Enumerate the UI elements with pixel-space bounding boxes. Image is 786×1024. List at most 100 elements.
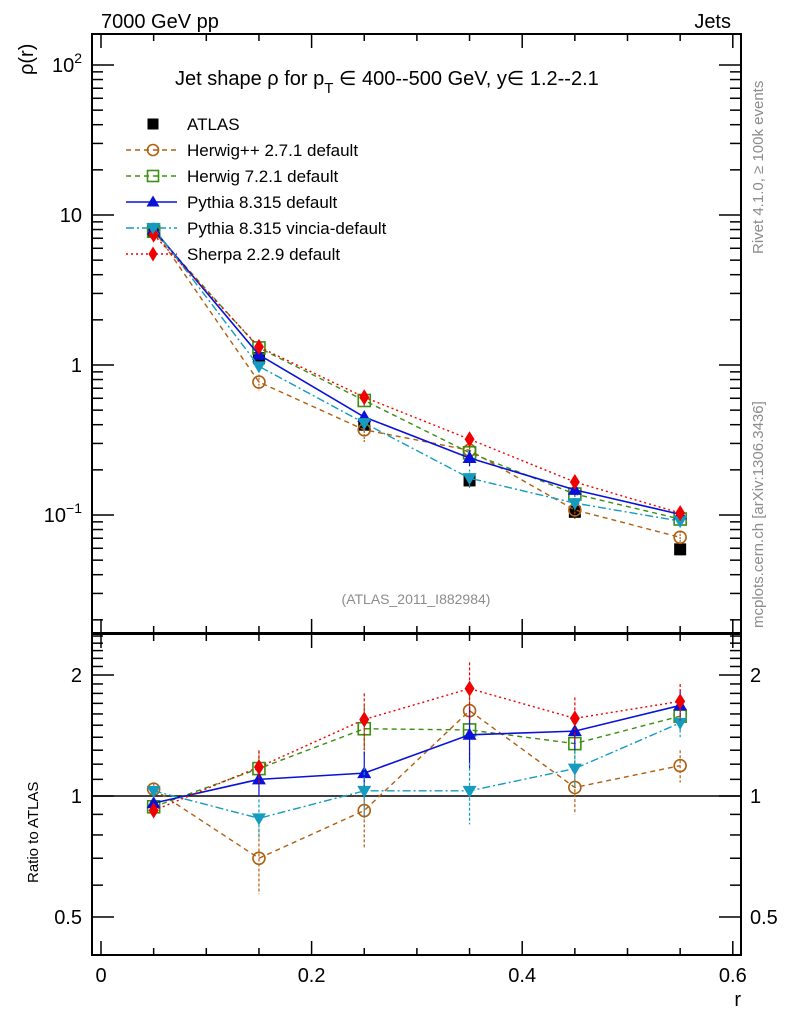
legend-label: ATLAS <box>187 115 240 134</box>
marker-triangle-down <box>146 223 160 235</box>
marker-triangle-down <box>567 498 582 511</box>
legend-item: Sherpa 2.2.9 default <box>126 245 340 264</box>
ratio-plot-series <box>146 662 688 895</box>
marker-square <box>674 543 687 556</box>
marker-triangle-down <box>251 813 266 826</box>
marker-diamond <box>253 338 264 355</box>
ratio-series-line <box>153 715 681 808</box>
x-tick-label: 0.4 <box>508 965 536 987</box>
marker-diamond <box>148 246 158 262</box>
series-line <box>153 230 681 520</box>
series-line <box>153 229 681 516</box>
marker-diamond <box>359 711 370 728</box>
series-pythia-8-315-default <box>146 222 688 520</box>
series-herwig-7-2-1-default <box>146 224 687 526</box>
chart-title-subscript: T <box>324 80 333 97</box>
y-tick-label-exponent: −1 <box>66 500 82 516</box>
y-tick-label-base: 10 <box>52 55 74 77</box>
y-tick-label-base: 10 <box>44 505 66 527</box>
marker-triangle-down <box>251 361 266 374</box>
series-herwig-2-7-1-default <box>146 222 687 545</box>
ratio-series-line <box>153 704 681 804</box>
x-tick-label: 0.2 <box>298 965 326 987</box>
series-line <box>153 227 681 522</box>
marker-open-circle <box>252 375 266 389</box>
series-pythia-8-315-vincia-default <box>146 222 688 529</box>
legend-label: Herwig 7.2.1 default <box>187 167 338 186</box>
y-tick-label-exponent: 2 <box>74 50 82 66</box>
series-line <box>153 229 681 538</box>
legend-item: Herwig 7.2.1 default <box>126 167 338 186</box>
y-tick-label: 10 <box>60 205 82 227</box>
legend-label: Sherpa 2.2.9 default <box>187 245 340 264</box>
legend-item: Pythia 8.315 default <box>126 193 338 212</box>
series-line <box>153 234 681 514</box>
ratio-plot-axes: 0.5 0.5 1 1 2 2 0 0.2 0.4 0.6 <box>54 633 778 987</box>
legend-label: Pythia 8.315 vincia-default <box>187 219 387 238</box>
marker-diamond <box>569 473 580 490</box>
legend-item: ATLAS <box>147 115 240 134</box>
legend-item: Pythia 8.315 vincia-default <box>126 219 387 238</box>
marker-triangle-down <box>357 785 372 798</box>
ratio-series-sherpa-2-2-9-default <box>148 662 686 819</box>
marker-diamond <box>569 710 580 727</box>
ratio-series-line <box>153 709 681 860</box>
marker-triangle-down <box>673 516 688 529</box>
legend-item: Herwig++ 2.7.1 default <box>126 141 358 160</box>
chart-title-prefix: Jet shape ρ for p <box>175 68 324 90</box>
marker-triangle-down <box>462 785 477 798</box>
ratio-y-tick-label-right: 2 <box>750 665 761 687</box>
ratio-y-axis-label: Ratio to ATLAS <box>25 782 42 883</box>
header-right-label: Jets <box>694 11 731 33</box>
marker-triangle-up <box>146 796 161 809</box>
rivet-version-label: Rivet 4.1.0, ≥ 100k events <box>750 81 767 254</box>
series-atlas <box>147 226 687 556</box>
y-tick-label-base: 10 <box>60 205 82 227</box>
marker-diamond <box>359 389 370 406</box>
mcplots-label: mcplots.cern.ch [arXiv:1306.3436] <box>750 401 767 628</box>
marker-open-circle <box>673 530 687 545</box>
marker-triangle-down <box>146 785 161 798</box>
x-tick-label: 0.6 <box>719 965 747 987</box>
ratio-y-tick-label-left: 0.5 <box>54 907 82 929</box>
ratio-series-line <box>153 722 681 820</box>
marker-open-circle <box>673 758 687 773</box>
series-sherpa-2-2-9-default <box>148 226 686 522</box>
marker-triangle-up <box>146 195 160 207</box>
y-tick-label-base: 1 <box>71 355 82 377</box>
chart-title: Jet shape ρ for pT ∈ 400--500 GeV, y∈ 1.… <box>175 68 599 97</box>
header-left-label: 7000 GeV pp <box>101 11 219 33</box>
marker-open-square <box>146 169 160 183</box>
marker-square <box>147 118 159 130</box>
marker-diamond <box>464 680 475 697</box>
x-tick-label: 0 <box>95 965 106 987</box>
y-tick-label: 10−1 <box>44 500 82 527</box>
x-axis-label: r <box>734 989 741 1011</box>
y-tick-label: 102 <box>52 50 82 77</box>
marker-open-circle <box>252 851 266 866</box>
ratio-y-tick-label-left: 2 <box>71 665 82 687</box>
ratio-y-tick-label-right: 1 <box>750 786 761 808</box>
ratio-series-line <box>153 687 681 812</box>
analysis-tag: (ATLAS_2011_I882984) <box>342 591 491 607</box>
marker-diamond <box>675 693 686 710</box>
marker-triangle-down <box>673 717 688 730</box>
marker-diamond <box>253 759 264 776</box>
main-plot-series <box>146 222 688 556</box>
ratio-series-pythia-8-315-default <box>146 690 688 809</box>
marker-triangle-up <box>251 772 266 785</box>
marker-triangle-down <box>567 763 582 776</box>
legend: ATLAS Herwig++ 2.7.1 default Herwig 7.2.1 … <box>126 115 387 264</box>
legend-label: Pythia 8.315 default <box>187 193 338 212</box>
marker-triangle-down <box>462 473 477 486</box>
marker-triangle-up <box>462 727 477 740</box>
ratio-y-tick-label-left: 1 <box>71 786 82 808</box>
marker-diamond <box>464 431 475 448</box>
marker-diamond <box>148 802 159 819</box>
y-axis-label: ρ(r) <box>16 44 38 75</box>
marker-triangle-down <box>357 418 372 431</box>
marker-triangle-up <box>462 450 477 463</box>
ratio-series-herwig-2-7-1-default <box>146 685 687 895</box>
marker-open-circle <box>146 143 160 157</box>
